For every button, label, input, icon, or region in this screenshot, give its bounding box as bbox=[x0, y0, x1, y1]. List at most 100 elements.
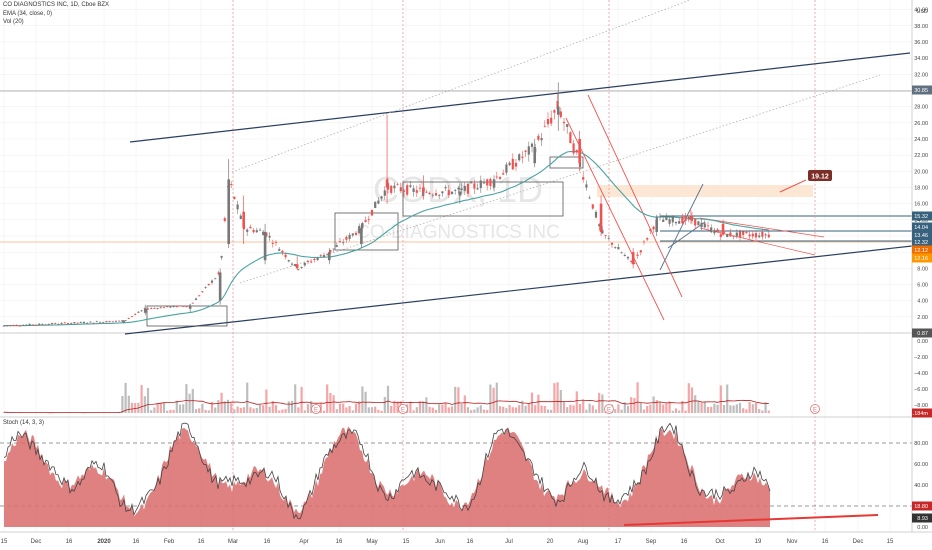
time-tick-label: Sep bbox=[646, 539, 657, 545]
time-tick-label: 16 bbox=[822, 539, 829, 545]
volume-bar bbox=[492, 387, 495, 413]
time-tick-label: Mar bbox=[228, 539, 238, 545]
time-tick-label: May bbox=[366, 539, 377, 545]
volume-bar bbox=[668, 401, 671, 413]
candle-body bbox=[742, 231, 745, 235]
candle-body bbox=[732, 236, 735, 237]
candle-body bbox=[598, 224, 601, 227]
candle-body bbox=[617, 247, 620, 250]
candle-body bbox=[348, 234, 351, 240]
volume-bars bbox=[2, 382, 770, 414]
axis-badge-level_f bbox=[912, 253, 932, 263]
candle-body bbox=[22, 325, 25, 326]
candle-body bbox=[553, 110, 556, 113]
volume-bar bbox=[466, 407, 470, 413]
candle-body bbox=[227, 179, 230, 245]
volume-bar bbox=[630, 397, 633, 413]
watermark-name: CO-DIAGNOSTICS INC bbox=[356, 222, 560, 243]
time-tick-label: 19 bbox=[755, 539, 762, 545]
candle-body bbox=[47, 324, 50, 325]
volume-bar bbox=[524, 405, 527, 413]
volume-bar bbox=[639, 402, 642, 413]
volume-bar bbox=[540, 405, 543, 413]
volume-bar bbox=[207, 410, 210, 413]
time-tick-label: 15 bbox=[887, 539, 894, 545]
candle-body bbox=[751, 233, 754, 237]
volume-bar bbox=[393, 400, 396, 413]
candle-body bbox=[204, 287, 207, 288]
candle-body bbox=[582, 177, 585, 180]
volume-bar bbox=[764, 402, 767, 413]
axis-badge-current_high bbox=[912, 85, 932, 95]
candle-body bbox=[82, 321, 86, 324]
candle-body bbox=[252, 230, 255, 233]
candle-body bbox=[345, 236, 348, 240]
watermark-ticker: CODX, 1D bbox=[373, 169, 543, 210]
volume-bar bbox=[582, 399, 585, 413]
time-tick-label: 16 bbox=[133, 539, 140, 545]
candle-body bbox=[57, 323, 60, 325]
volume-bar bbox=[182, 404, 185, 413]
candle-body bbox=[153, 308, 156, 309]
volume-bar bbox=[146, 387, 150, 413]
price-tick-label: 22.00 bbox=[914, 153, 928, 159]
candle-body bbox=[385, 179, 389, 188]
candle-body bbox=[706, 225, 710, 227]
volume-bar bbox=[697, 401, 700, 413]
candle-body bbox=[354, 232, 358, 235]
volume-bar bbox=[578, 403, 582, 413]
candle-body bbox=[364, 220, 367, 223]
ema-legend: EMA (34, close, 0) bbox=[3, 10, 53, 17]
volume-bar bbox=[159, 403, 162, 413]
candle-body bbox=[569, 132, 572, 144]
volume-bar bbox=[537, 394, 540, 413]
volume-bar bbox=[655, 400, 658, 413]
candle-body bbox=[34, 324, 38, 326]
volume-bar bbox=[518, 405, 521, 413]
volume-bar bbox=[444, 402, 447, 413]
candle-body bbox=[687, 217, 690, 220]
candle-body bbox=[60, 322, 63, 324]
volume-bar bbox=[284, 409, 287, 413]
time-tick-label: 15 bbox=[403, 539, 410, 545]
time-tick-label: Dec bbox=[853, 539, 864, 545]
volume-bar bbox=[521, 400, 524, 413]
axis-badge-volume_last bbox=[912, 408, 932, 418]
axis-badge-level_b bbox=[912, 222, 932, 232]
volume-bar bbox=[271, 400, 274, 413]
volume-tick-label: −8.00 bbox=[914, 403, 928, 409]
candle-body bbox=[601, 229, 604, 234]
candle-body bbox=[729, 232, 732, 237]
candle-body bbox=[422, 187, 425, 192]
candle-body bbox=[327, 252, 331, 261]
volume-bar bbox=[476, 407, 479, 413]
volume-bar bbox=[690, 387, 694, 413]
volume-bar bbox=[124, 382, 127, 413]
candle-body bbox=[631, 252, 635, 265]
volume-bar bbox=[489, 384, 492, 413]
candle-body bbox=[134, 314, 137, 315]
earnings-marker-icon bbox=[398, 404, 408, 414]
candle-body bbox=[761, 231, 764, 237]
volume-bar bbox=[274, 405, 278, 413]
candle-body bbox=[380, 196, 383, 199]
volume-bar bbox=[374, 406, 377, 413]
candle-body bbox=[646, 238, 649, 240]
candle-body bbox=[278, 249, 281, 251]
volume-bar bbox=[214, 407, 217, 413]
candle-body bbox=[102, 321, 105, 323]
candle-body bbox=[492, 179, 496, 188]
candle-body bbox=[681, 216, 684, 224]
volume-bar bbox=[694, 395, 697, 413]
candle-body bbox=[182, 306, 185, 307]
volume-bar bbox=[591, 405, 594, 413]
volume-bar bbox=[678, 410, 681, 413]
candle-body bbox=[764, 234, 767, 236]
price-tick-label: 18.00 bbox=[914, 185, 928, 191]
price-tick-label: 32.00 bbox=[914, 72, 928, 78]
candle-body bbox=[201, 291, 204, 293]
volume-bar bbox=[390, 405, 393, 413]
candle-body bbox=[111, 321, 114, 323]
candle-body bbox=[236, 204, 239, 210]
